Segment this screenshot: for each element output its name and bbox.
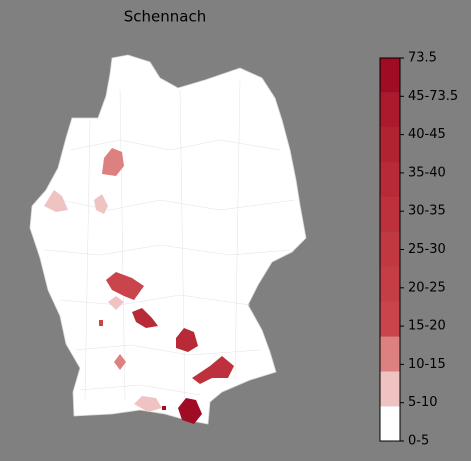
colorbar-segment xyxy=(380,336,400,372)
colorbar-label: 25-30 xyxy=(408,242,446,257)
district xyxy=(106,272,144,300)
highlighted-districts xyxy=(44,148,234,424)
colorbar-segment xyxy=(380,266,400,302)
colorbar-label: 10-15 xyxy=(408,357,446,372)
district xyxy=(178,398,202,424)
district-borders xyxy=(44,79,296,411)
colorbar-label: 45-73.5 xyxy=(408,89,458,104)
colorbar-label: 5-10 xyxy=(408,395,438,410)
colorbar-segment xyxy=(380,162,400,198)
colorbar-segment xyxy=(380,371,400,407)
colorbar-label: 20-25 xyxy=(408,280,446,295)
district xyxy=(134,396,162,412)
germany-map xyxy=(29,54,307,425)
district xyxy=(192,356,234,384)
colorbar-segment xyxy=(380,58,400,93)
district xyxy=(108,296,124,310)
district xyxy=(162,406,166,410)
district xyxy=(114,354,126,370)
district xyxy=(102,148,124,176)
colorbar-segment xyxy=(380,127,400,163)
colorbar-segment xyxy=(380,92,400,128)
district xyxy=(176,328,198,352)
colorbar-label: 73.5 xyxy=(408,51,437,66)
district xyxy=(132,308,158,328)
colorbar-segment xyxy=(380,232,400,267)
colorbar-segment xyxy=(380,301,400,337)
colorbar-label: 40-45 xyxy=(408,127,446,142)
district xyxy=(44,190,68,212)
district xyxy=(99,320,103,326)
colorbar-label: 15-20 xyxy=(408,319,446,334)
colorbar-segment xyxy=(380,406,400,441)
country-outline xyxy=(29,54,307,425)
colorbar-segment xyxy=(380,197,400,233)
colorbar-label: 30-35 xyxy=(408,204,446,219)
district xyxy=(94,194,108,214)
map-title: Schennach xyxy=(124,8,206,26)
colorbar-label: 0-5 xyxy=(408,434,429,449)
colorbar: 0-5 5-10 10-15 15-20 20-25 25-30 30-35 35-40 40-… xyxy=(379,51,458,449)
colorbar-label: 35-40 xyxy=(408,165,446,180)
